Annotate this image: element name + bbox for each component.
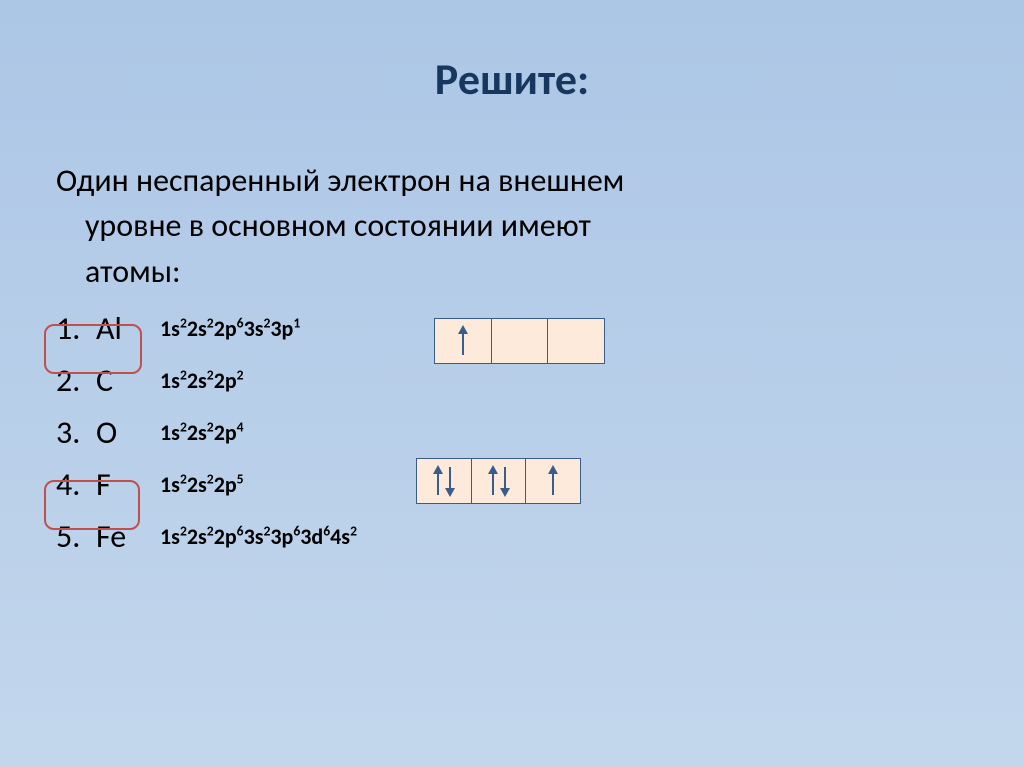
orbital-box: [416, 458, 472, 504]
option-element: Fe: [96, 514, 156, 559]
prompt-line-3: атомы:: [85, 252, 181, 291]
arrow-up-icon: [459, 326, 467, 356]
orbital-box: [434, 318, 492, 364]
arrow-down-icon: [446, 466, 454, 496]
slide: Решите: Один неспаренный электрон на вне…: [0, 0, 1024, 767]
orbital-box: [471, 458, 527, 504]
option-number: 4.: [56, 462, 96, 507]
option-element: O: [96, 410, 156, 455]
orbital-box: [525, 458, 581, 504]
option-element: Al: [96, 306, 156, 351]
option-element: F: [96, 462, 156, 507]
option-number: 5.: [56, 514, 96, 559]
option-row: 3.O1s22s22p4: [56, 406, 966, 458]
arrow-up-icon: [434, 466, 442, 496]
orbital-diagram-2: [416, 458, 581, 504]
option-config: 1s22s22p4: [160, 417, 244, 448]
option-config: 1s22s22p63s23p63d64s2: [160, 521, 357, 552]
orbital-diagram-1: [434, 318, 605, 364]
option-element: C: [96, 358, 156, 403]
slide-title: Решите:: [0, 52, 1024, 106]
option-config: 1s22s22p2: [160, 365, 244, 396]
arrow-up-icon: [549, 466, 557, 496]
orbital-box: [547, 318, 605, 364]
prompt-line-2: уровне в основном состоянии имеют: [85, 206, 591, 245]
arrow-up-icon: [489, 466, 497, 496]
option-number: 3.: [56, 410, 96, 455]
option-config: 1s22s22p5: [160, 469, 244, 500]
prompt-line-1: Один неспаренный электрон на внешнем: [56, 161, 624, 200]
prompt-text: Один неспаренный электрон на внешнем уро…: [56, 158, 966, 294]
option-row: 5.Fe1s22s22p63s23p63d64s2: [56, 510, 966, 562]
option-number: 2.: [56, 358, 96, 403]
arrow-down-icon: [501, 466, 509, 496]
orbital-box: [491, 318, 549, 364]
option-config: 1s22s22p63s23p1: [160, 313, 300, 344]
option-number: 1.: [56, 306, 96, 351]
